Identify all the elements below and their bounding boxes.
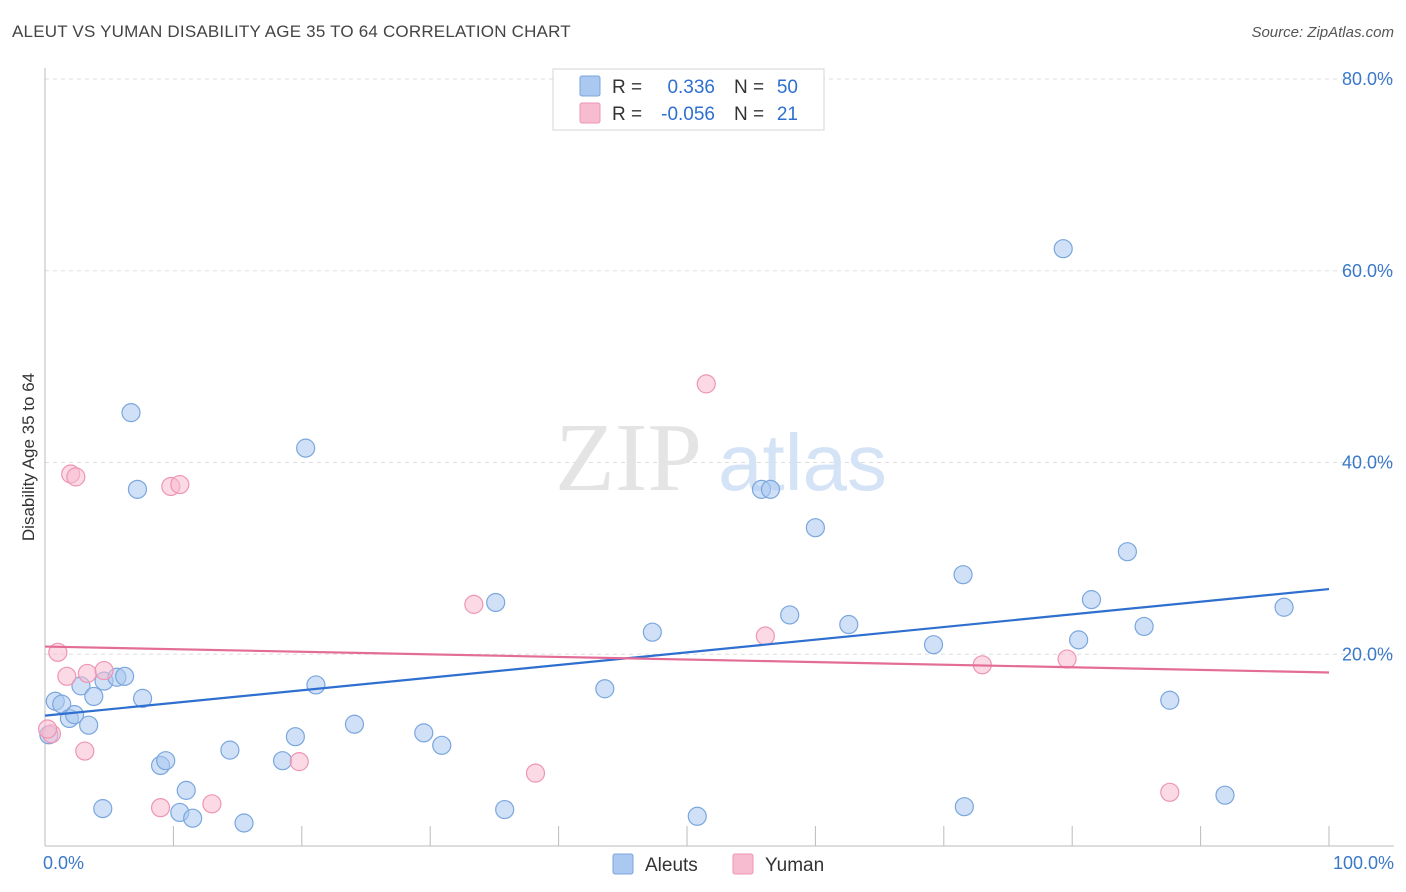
y-tick-label: 40.0% xyxy=(1342,453,1393,473)
point-aleuts xyxy=(954,797,974,817)
legend-r-label-aleuts: R = xyxy=(612,77,642,98)
point-aleuts xyxy=(642,622,662,642)
series-legend-label-yuman: Yuman xyxy=(765,855,824,876)
axes xyxy=(44,68,1394,847)
point-aleuts xyxy=(220,740,240,760)
legend-r-value-yuman: -0.056 xyxy=(661,104,715,125)
trend-line-aleuts xyxy=(44,587,1330,717)
point-aleuts xyxy=(84,686,104,707)
point-yuman xyxy=(75,741,95,761)
point-aleuts xyxy=(760,479,781,499)
point-aleuts xyxy=(1215,785,1235,805)
point-aleuts xyxy=(79,715,99,735)
chart-title: ALEUT VS YUMAN DISABILITY AGE 35 TO 64 C… xyxy=(12,22,571,41)
point-yuman xyxy=(525,763,546,783)
point-aleuts xyxy=(1117,542,1138,562)
point-aleuts xyxy=(306,675,326,695)
point-aleuts xyxy=(296,438,316,458)
point-aleuts xyxy=(127,479,148,499)
point-yuman xyxy=(77,663,97,684)
point-yuman xyxy=(289,752,309,772)
point-aleuts xyxy=(272,751,293,771)
data-points xyxy=(37,239,1294,833)
legend-n-value-yuman: 21 xyxy=(777,104,798,125)
point-yuman xyxy=(696,374,716,394)
point-yuman xyxy=(150,798,171,818)
point-aleuts xyxy=(486,592,506,613)
legend-r-label-yuman: R = xyxy=(612,104,642,125)
point-aleuts xyxy=(1053,239,1073,259)
watermark-atlas: atlas xyxy=(718,418,887,507)
point-yuman xyxy=(755,626,775,646)
point-aleuts xyxy=(1274,597,1294,617)
point-yuman xyxy=(202,794,222,814)
y-axis-label: Disability Age 35 to 64 xyxy=(19,373,38,541)
legend-n-label-aleuts: N = xyxy=(734,77,764,98)
point-aleuts xyxy=(121,403,141,423)
point-aleuts xyxy=(1134,616,1154,637)
point-aleuts xyxy=(923,635,944,655)
point-aleuts xyxy=(344,714,365,734)
legend-swatch-yuman xyxy=(579,102,601,124)
grid-lines xyxy=(45,78,1394,655)
point-aleuts xyxy=(115,666,135,686)
point-aleuts xyxy=(805,518,826,538)
series-legend-label-aleuts: Aleuts xyxy=(645,855,698,876)
point-aleuts xyxy=(132,688,153,708)
point-aleuts xyxy=(176,780,196,800)
point-yuman xyxy=(170,474,190,495)
y-tick-label: 80.0% xyxy=(1342,69,1393,89)
correlation-legend: R = 0.336 N = 50 R = -0.056 N = 21 xyxy=(552,68,825,131)
series-legend-swatch-aleuts xyxy=(612,853,634,875)
point-aleuts xyxy=(1081,590,1102,610)
series-legend: Aleuts Yuman xyxy=(612,853,824,876)
point-aleuts xyxy=(687,806,707,826)
legend-swatch-aleuts xyxy=(579,75,601,97)
point-aleuts xyxy=(183,808,203,828)
point-yuman xyxy=(464,594,484,614)
point-aleuts xyxy=(93,799,113,819)
point-aleuts xyxy=(595,679,615,699)
point-yuman xyxy=(1160,782,1180,802)
point-yuman xyxy=(94,660,114,681)
watermark: ZIP atlas xyxy=(555,404,887,512)
point-aleuts xyxy=(414,723,434,743)
watermark-zip: ZIP xyxy=(555,404,702,512)
point-aleuts xyxy=(495,799,515,820)
point-aleuts xyxy=(285,727,305,747)
point-aleuts xyxy=(1160,690,1180,710)
x-tick-label: 0.0% xyxy=(43,853,84,873)
point-aleuts xyxy=(156,751,176,771)
x-tick-label: 100.0% xyxy=(1333,853,1394,873)
point-aleuts xyxy=(432,735,452,755)
point-aleuts xyxy=(1069,630,1089,650)
trend-line-yuman xyxy=(44,645,1330,674)
point-aleuts xyxy=(839,614,859,635)
point-yuman xyxy=(66,467,86,487)
point-yuman xyxy=(37,719,58,739)
legend-n-value-aleuts: 50 xyxy=(777,77,798,98)
point-aleuts xyxy=(234,813,254,833)
source-label: Source: ZipAtlas.com xyxy=(1251,24,1394,41)
point-aleuts xyxy=(953,565,973,585)
y-tick-label: 20.0% xyxy=(1342,644,1393,664)
point-yuman xyxy=(57,666,77,686)
trend-lines xyxy=(44,587,1330,717)
legend-n-label-yuman: N = xyxy=(734,104,764,125)
point-aleuts xyxy=(780,605,800,625)
y-tick-label: 60.0% xyxy=(1342,261,1393,281)
tick-labels: 20.0% 40.0% 60.0% 80.0% 0.0% 100.0% xyxy=(43,69,1394,873)
legend-r-value-aleuts: 0.336 xyxy=(667,77,715,98)
series-legend-swatch-yuman xyxy=(732,853,754,875)
point-yuman xyxy=(1057,649,1077,669)
